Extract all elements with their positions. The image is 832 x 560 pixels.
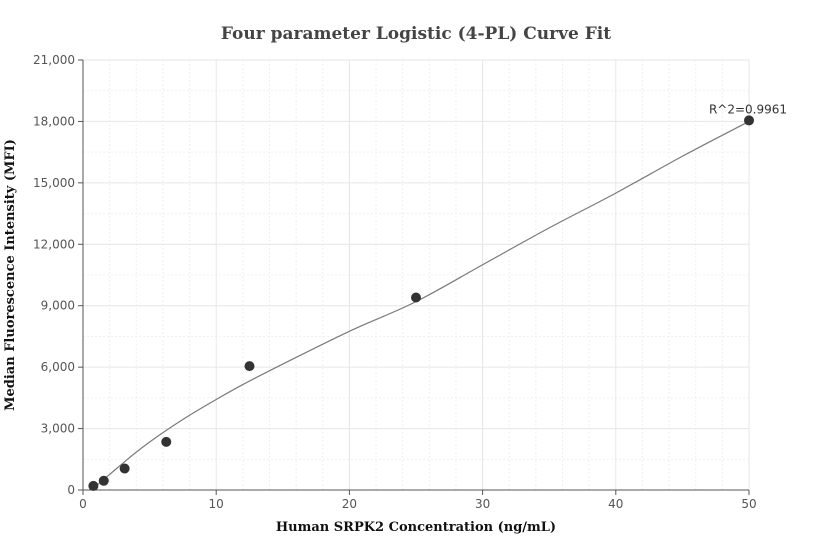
y-tick-label: 6,000 bbox=[41, 360, 75, 374]
x-tick-label: 50 bbox=[741, 497, 756, 511]
chart-title: Four parameter Logistic (4-PL) Curve Fit bbox=[221, 24, 611, 44]
y-tick-label: 9,000 bbox=[41, 299, 75, 313]
r-squared-annotation: R^2=0.9961 bbox=[709, 102, 787, 116]
x-tick-label: 10 bbox=[209, 497, 224, 511]
data-point bbox=[88, 480, 99, 491]
x-tick-label: 40 bbox=[608, 497, 623, 511]
data-point bbox=[244, 361, 255, 372]
y-tick-label: 15,000 bbox=[33, 176, 75, 190]
y-tick-label: 12,000 bbox=[33, 237, 75, 251]
data-point bbox=[161, 436, 172, 447]
x-tick-label: 20 bbox=[342, 497, 357, 511]
y-tick-label: 18,000 bbox=[33, 114, 75, 128]
y-tick-label: 21,000 bbox=[33, 53, 75, 67]
data-point bbox=[98, 475, 109, 486]
data-points bbox=[88, 115, 754, 491]
minor-gridlines bbox=[83, 60, 749, 490]
x-tick-label: 0 bbox=[79, 497, 87, 511]
y-axis-label: Median Fluorescence Intensity (MFI) bbox=[3, 139, 18, 411]
data-point bbox=[119, 463, 130, 474]
x-tick-label: 30 bbox=[475, 497, 490, 511]
data-point bbox=[744, 115, 754, 126]
major-gridlines bbox=[83, 59, 750, 490]
y-tick-label: 3,000 bbox=[41, 422, 75, 436]
fit-curve bbox=[93, 120, 750, 489]
y-tick-label: 0 bbox=[67, 483, 75, 497]
y-axis-ticks: 0 3,000 6,000 9,000 12,000 15,000 18,000 21,000 bbox=[33, 53, 83, 497]
data-point bbox=[411, 292, 421, 303]
x-axis-label: Human SRPK2 Concentration (ng/mL) bbox=[276, 520, 556, 535]
x-axis-ticks: 0 10 20 30 40 50 bbox=[79, 490, 757, 511]
